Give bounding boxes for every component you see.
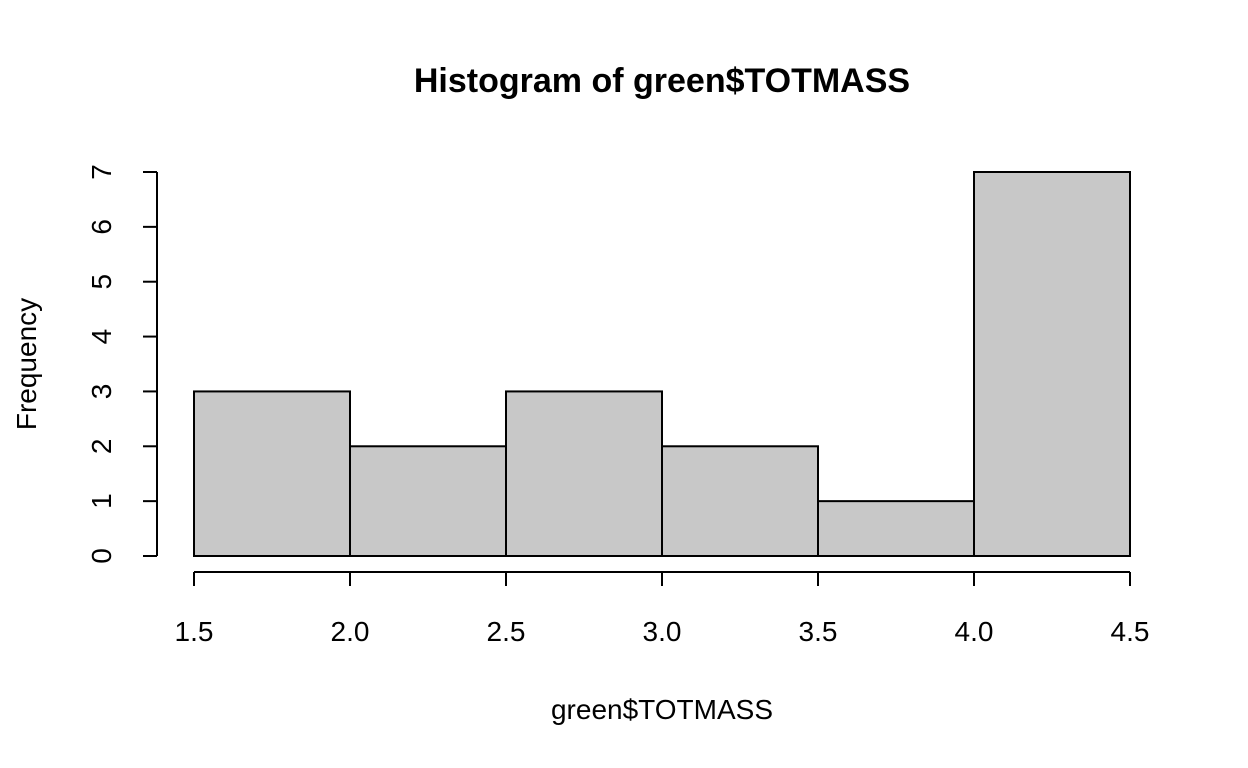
y-tick-label-7: 7: [86, 164, 117, 180]
y-axis: 0 1 2 3 4 5 6 7: [86, 164, 158, 564]
bars-group: [193, 171, 1131, 557]
y-tick-label-6: 6: [86, 219, 117, 235]
histogram-bar-2: [505, 390, 663, 557]
y-tick-label-3: 3: [86, 384, 117, 400]
x-tick-label-1: 2.0: [331, 616, 370, 647]
y-tick-label-2: 2: [86, 438, 117, 454]
y-tick-label-4: 4: [86, 329, 117, 345]
x-tick-label-5: 4.0: [955, 616, 994, 647]
x-tick-label-3: 3.0: [643, 616, 682, 647]
x-tick-label-0: 1.5: [175, 616, 214, 647]
y-axis-label: Frequency: [11, 298, 42, 430]
x-tick-label-6: 4.5: [1111, 616, 1150, 647]
y-tick-label-5: 5: [86, 274, 117, 290]
histogram-bar-0: [193, 390, 351, 557]
chart-title: Histogram of green$TOTMASS: [414, 62, 910, 100]
histogram-bar-5: [973, 171, 1131, 557]
x-axis: 1.5 2.0 2.5 3.0 3.5 4.0 4.5: [175, 571, 1150, 647]
x-tick-label-2: 2.5: [487, 616, 526, 647]
x-axis-label: green$TOTMASS: [551, 694, 773, 725]
histogram-bar-3: [661, 445, 819, 557]
x-tick-label-4: 3.5: [799, 616, 838, 647]
y-tick-label-1: 1: [86, 493, 117, 509]
histogram-bar-1: [349, 445, 507, 557]
histogram-bar-4: [817, 500, 975, 557]
y-tick-label-0: 0: [86, 548, 117, 564]
